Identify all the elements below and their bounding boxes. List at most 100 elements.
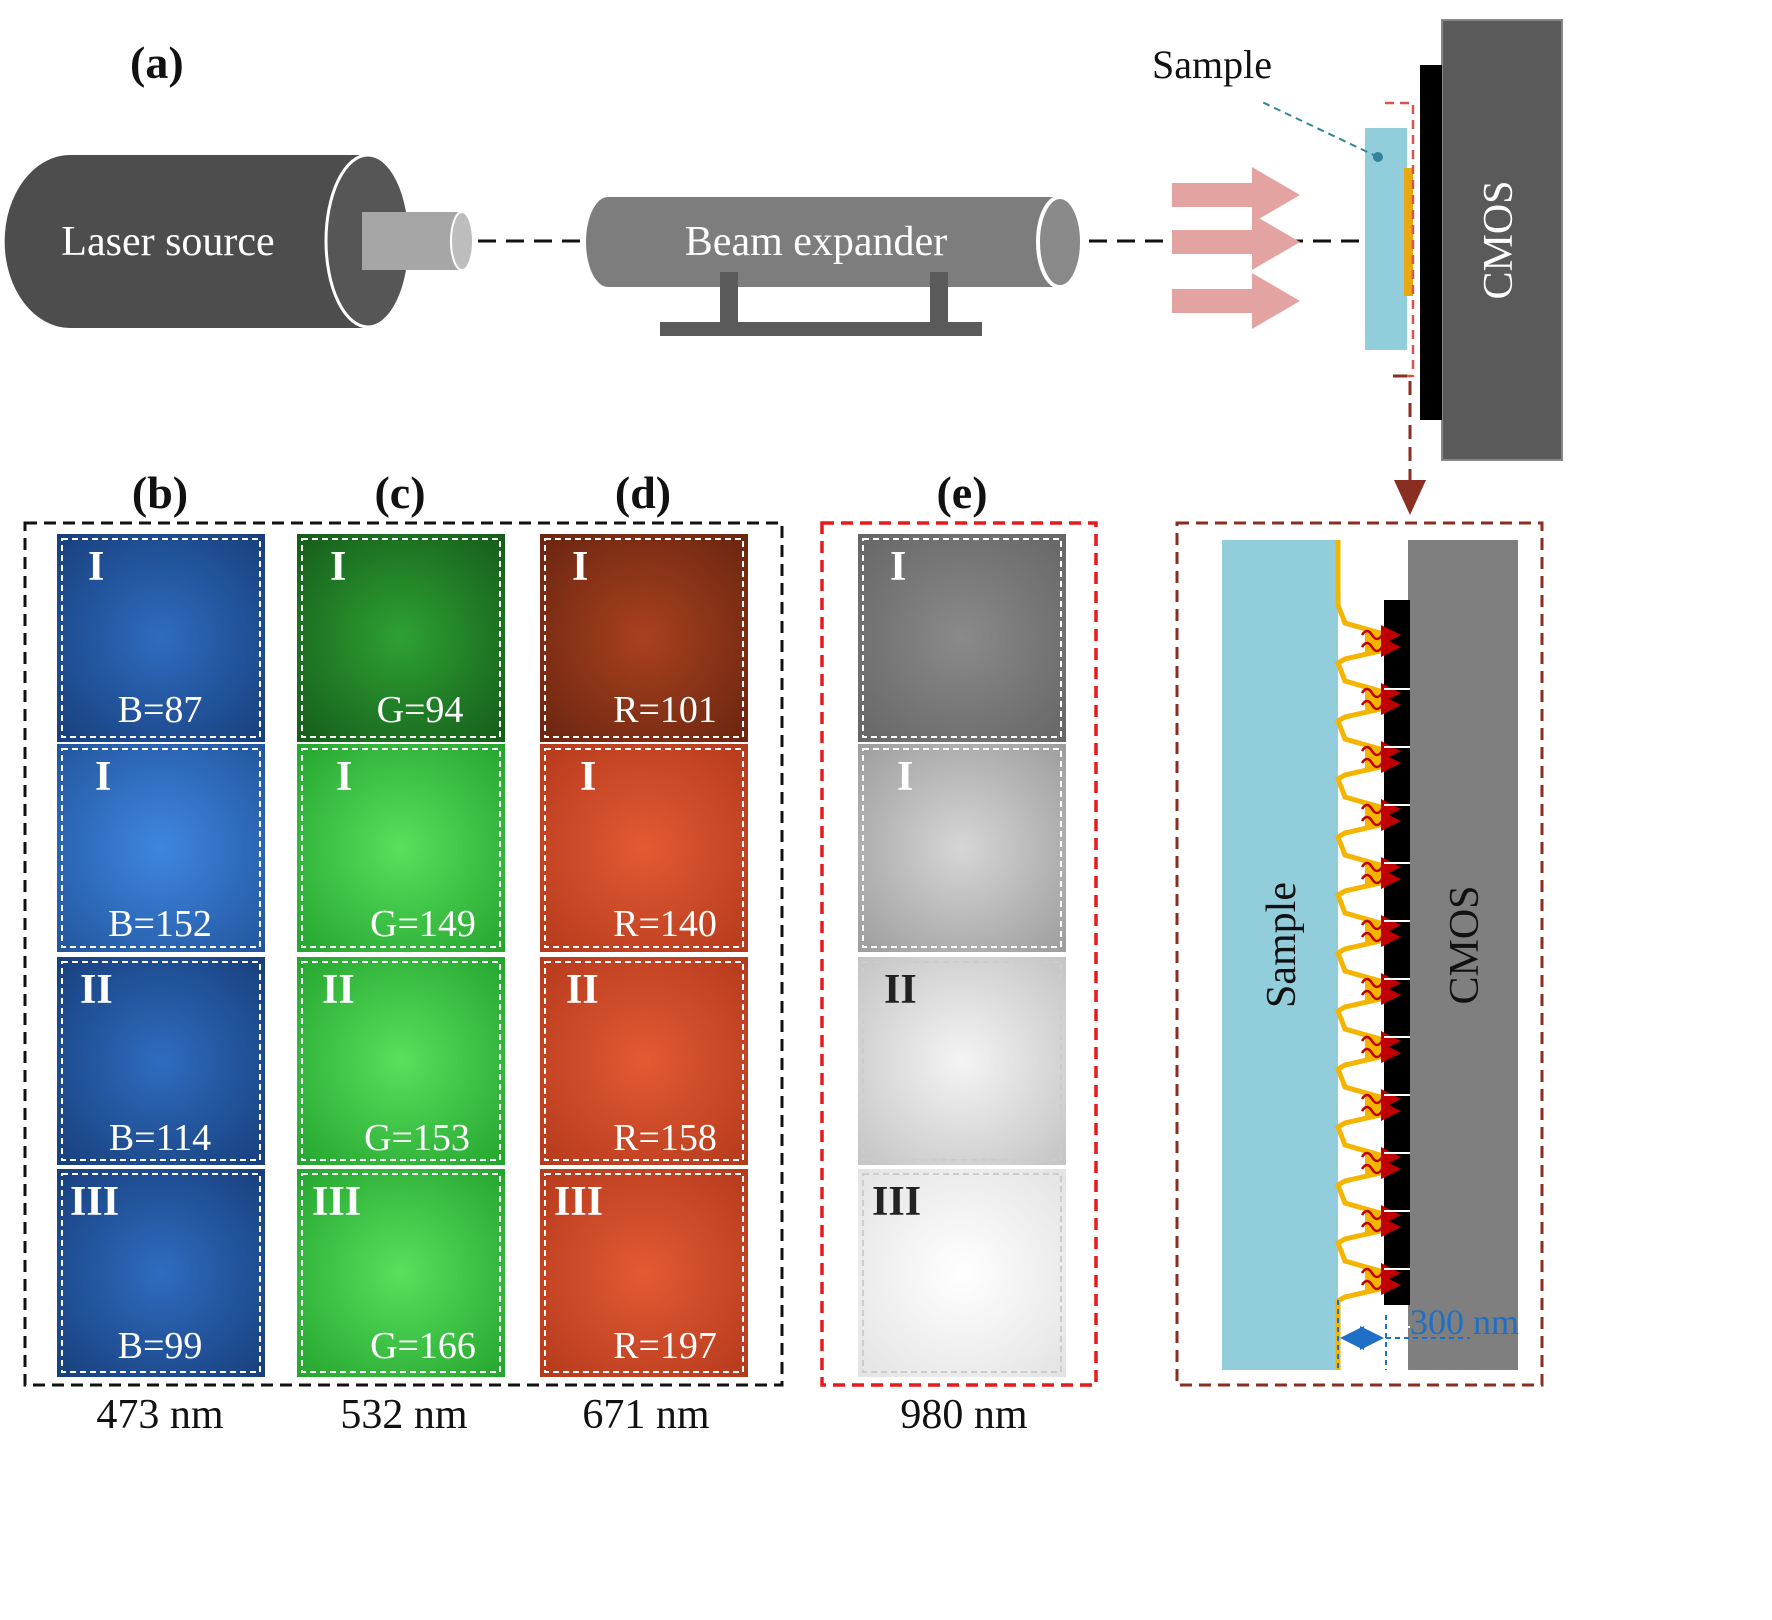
panel-label-e: (e) bbox=[936, 467, 987, 518]
image-tile bbox=[540, 534, 748, 742]
roman-label: II bbox=[80, 967, 113, 1013]
image-tile bbox=[297, 957, 505, 1165]
intensity-value: R=197 bbox=[613, 1325, 717, 1367]
near-field-arrow bbox=[1360, 985, 1401, 1005]
intensity-value: R=158 bbox=[613, 1117, 717, 1159]
intensity-value: R=101 bbox=[613, 689, 717, 731]
near-field-arrow bbox=[1360, 695, 1401, 715]
roman-label: I bbox=[95, 754, 111, 800]
sample-slide bbox=[1365, 128, 1407, 350]
detail-sample bbox=[1222, 540, 1338, 1370]
image-tile bbox=[540, 957, 748, 1165]
intensity-value: B=87 bbox=[118, 689, 203, 731]
nir-frame bbox=[820, 521, 1098, 1387]
detail-sample-label: Sample bbox=[1259, 882, 1305, 1008]
column-980nm: I I II III bbox=[858, 534, 1066, 1377]
near-field-arrow bbox=[1360, 915, 1401, 935]
image-tile bbox=[297, 744, 505, 952]
roman-label: II bbox=[884, 967, 917, 1013]
near-field-arrow bbox=[1360, 1205, 1401, 1225]
roman-label: III bbox=[312, 1179, 361, 1225]
surface-tip bbox=[1365, 1209, 1382, 1235]
near-field-arrow bbox=[1360, 1275, 1401, 1295]
pixel-separators bbox=[1384, 688, 1410, 1328]
visible-frame bbox=[23, 521, 784, 1387]
image-tile bbox=[540, 1169, 748, 1377]
near-field-arrow bbox=[1360, 811, 1401, 831]
sample-pointer bbox=[1261, 101, 1379, 158]
surface-tip bbox=[1365, 861, 1382, 887]
sample-film bbox=[1404, 168, 1413, 296]
roman-label: I bbox=[890, 544, 906, 590]
near-field-arrow bbox=[1360, 1263, 1401, 1283]
near-field-arrow bbox=[1360, 1147, 1401, 1167]
near-field-arrow bbox=[1360, 857, 1401, 877]
wavelength-label: 532 nm bbox=[340, 1392, 468, 1438]
surface-tip bbox=[1365, 803, 1382, 829]
panel-label-a: (a) bbox=[130, 37, 184, 88]
intensity-value: B=152 bbox=[108, 903, 212, 945]
roman-label: I bbox=[572, 544, 588, 590]
near-field-arrow bbox=[1360, 683, 1401, 703]
cmos-sensor bbox=[1441, 19, 1563, 461]
roman-label: I bbox=[580, 754, 596, 800]
wavelength-label: 473 nm bbox=[96, 1392, 224, 1438]
intensity-value: G=149 bbox=[370, 903, 476, 945]
gold-surface-line bbox=[1334, 540, 1383, 1370]
beam-arrow bbox=[1172, 273, 1300, 329]
intensity-value: G=166 bbox=[370, 1325, 476, 1367]
surface-tip bbox=[1365, 1093, 1382, 1119]
roman-label: III bbox=[554, 1179, 603, 1225]
detail-cmos-label: CMOS bbox=[1442, 885, 1488, 1004]
panel-label-b: (b) bbox=[132, 467, 188, 518]
zoom-arrow-head bbox=[1394, 480, 1426, 515]
roman-label: I bbox=[330, 544, 346, 590]
near-field-arrow bbox=[1360, 1159, 1401, 1179]
image-tile bbox=[57, 1169, 265, 1377]
roman-label: III bbox=[872, 1179, 921, 1225]
wavelength-label: 671 nm bbox=[582, 1392, 710, 1438]
image-tile bbox=[57, 957, 265, 1165]
surface-tip bbox=[1365, 745, 1382, 771]
column-532nm: I I II III G=94 G=149 G=153 G=166 bbox=[297, 534, 505, 1377]
laser-source-label: Laser source bbox=[61, 219, 274, 265]
near-field-arrow bbox=[1360, 1217, 1401, 1237]
column-473nm: I I II III B=87 B=152 B=114 B=99 bbox=[57, 534, 265, 1377]
intensity-value: B=114 bbox=[109, 1117, 211, 1159]
near-field-arrow bbox=[1360, 799, 1401, 819]
detail-cmos bbox=[1408, 540, 1518, 1370]
cmos-label: CMOS bbox=[1476, 180, 1522, 299]
image-tile bbox=[858, 534, 1066, 742]
image-tile bbox=[540, 744, 748, 952]
near-field-arrow bbox=[1360, 1043, 1401, 1063]
image-tile bbox=[858, 1169, 1066, 1377]
sample-cmos-assembly: CMOS Sample bbox=[1152, 19, 1563, 461]
gap-label: 300 nm bbox=[1410, 1302, 1519, 1342]
roman-label: II bbox=[322, 967, 355, 1013]
image-tile bbox=[858, 744, 1066, 952]
beam-expander-label: Beam expander bbox=[685, 219, 947, 265]
image-tile bbox=[297, 534, 505, 742]
near-field-arrow bbox=[1360, 869, 1401, 889]
near-field-arrow bbox=[1360, 1089, 1401, 1109]
cross-section-detail: Sample CMOS 300 nm bbox=[1175, 521, 1544, 1387]
roman-label: I bbox=[88, 544, 104, 590]
near-field-arrow bbox=[1360, 1101, 1401, 1121]
surface-tip bbox=[1365, 977, 1382, 1003]
near-field-arrow bbox=[1360, 741, 1401, 761]
near-field-arrow bbox=[1360, 927, 1401, 947]
surface-tip bbox=[1365, 1267, 1382, 1293]
image-tile bbox=[297, 1169, 505, 1377]
intensity-value: R=140 bbox=[613, 903, 717, 945]
pixel-array bbox=[1384, 600, 1410, 1305]
near-field-arrow bbox=[1360, 637, 1401, 657]
beam-arrow bbox=[1172, 167, 1300, 223]
roman-label: III bbox=[70, 1179, 119, 1225]
roman-label: I bbox=[897, 754, 913, 800]
intensity-value: G=94 bbox=[377, 689, 464, 731]
wavelength-label: 980 nm bbox=[900, 1392, 1028, 1438]
sample-label: Sample bbox=[1152, 42, 1272, 87]
surface-tip bbox=[1365, 919, 1382, 945]
laser-source: Laser source bbox=[4, 153, 474, 329]
